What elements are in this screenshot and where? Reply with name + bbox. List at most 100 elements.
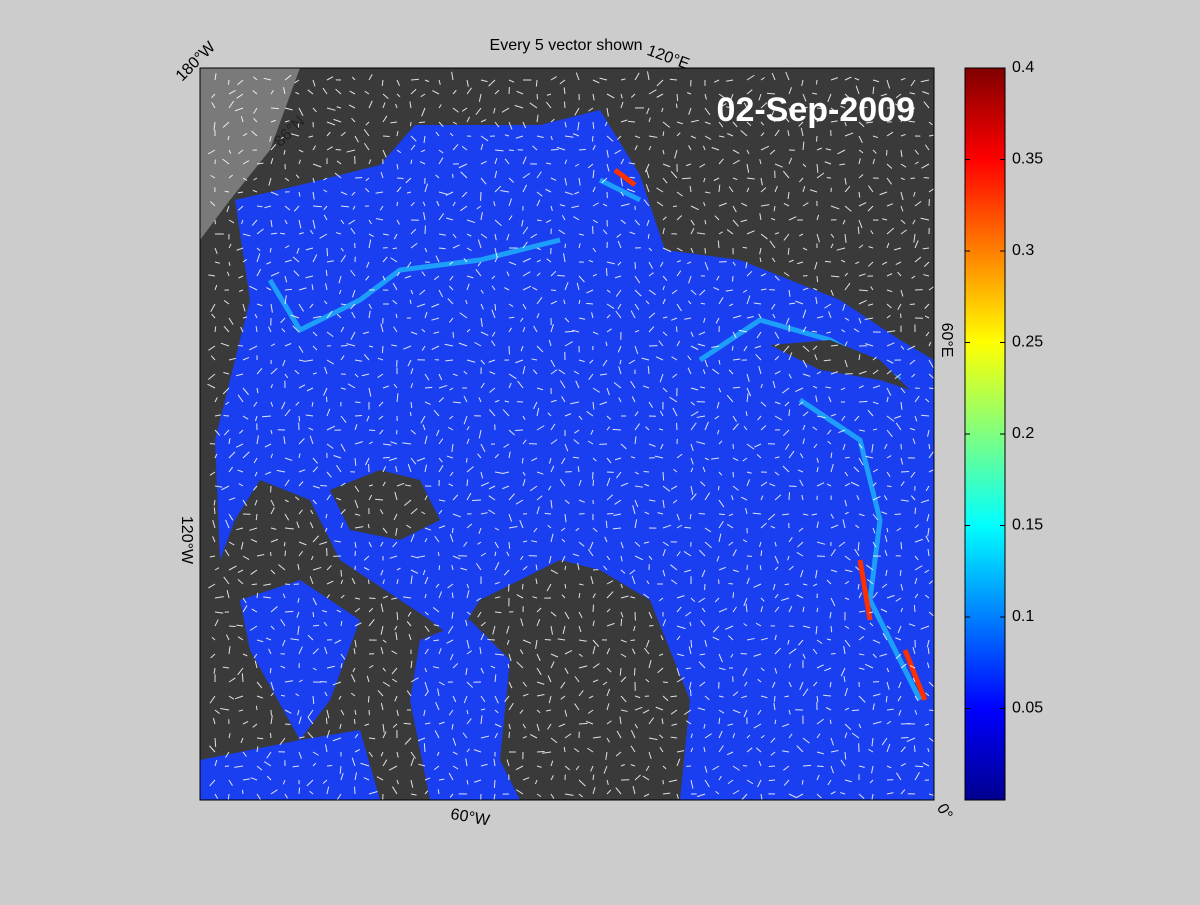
drift-vector	[393, 248, 397, 249]
colorbar-tick-label: 0.25	[1012, 334, 1043, 351]
drift-vector	[383, 457, 390, 458]
drift-vector	[887, 486, 892, 487]
drift-vector	[606, 268, 607, 276]
drift-vector	[677, 94, 678, 101]
drift-vector	[545, 513, 551, 514]
longitude-label: 0°	[933, 801, 955, 823]
drift-vector	[901, 471, 909, 472]
drift-vector	[495, 612, 501, 613]
drift-vector	[438, 552, 439, 556]
drift-vector	[684, 527, 691, 528]
drift-vector	[410, 122, 411, 126]
longitude-label: 60°E	[938, 323, 955, 358]
drift-vector	[369, 598, 376, 599]
drift-vector	[285, 289, 292, 290]
drift-vector	[537, 94, 538, 99]
drift-vector	[802, 780, 803, 785]
drift-vector	[743, 247, 747, 248]
drift-vector	[522, 584, 523, 589]
drift-vector	[825, 261, 831, 262]
drift-vector	[911, 178, 915, 179]
drift-vector	[628, 121, 635, 122]
drift-vector	[670, 79, 677, 80]
drift-vector	[691, 640, 692, 648]
map-area	[200, 68, 938, 802]
drift-vector	[663, 472, 664, 480]
drift-vector	[404, 723, 411, 724]
drift-vector	[256, 706, 257, 710]
drift-vector	[536, 80, 537, 87]
drift-vector	[228, 80, 229, 85]
drift-vector	[341, 304, 346, 305]
drift-vector	[774, 696, 775, 702]
drift-vector	[320, 485, 327, 486]
drift-vector	[425, 387, 432, 388]
drift-vector	[355, 402, 360, 403]
drift-vector	[901, 737, 908, 738]
drift-vector	[225, 191, 229, 192]
drift-vector	[830, 720, 831, 724]
drift-vector	[579, 723, 588, 724]
drift-vector	[741, 653, 747, 654]
drift-vector	[914, 745, 915, 752]
drift-vector	[228, 794, 229, 800]
date-label: 02-Sep-2009	[717, 91, 915, 129]
drift-vector	[368, 524, 369, 528]
drift-vector	[852, 710, 859, 711]
drift-vector	[270, 733, 271, 738]
drift-vector	[817, 276, 818, 282]
drift-vector	[494, 780, 495, 788]
drift-vector	[676, 104, 677, 108]
drift-vector	[634, 668, 635, 676]
colorbar	[965, 68, 1005, 800]
drift-vector	[214, 508, 215, 514]
drift-vector	[313, 206, 322, 207]
drift-vector	[257, 593, 258, 598]
drift-vector	[242, 790, 243, 794]
drift-vector	[299, 416, 300, 421]
drift-vector	[215, 738, 216, 747]
drift-vector	[901, 542, 902, 549]
drift-vector	[270, 668, 271, 673]
drift-vector	[676, 327, 677, 332]
drift-vector	[472, 500, 481, 501]
drift-vector	[452, 528, 453, 533]
drift-vector	[551, 290, 556, 291]
drift-vector	[509, 542, 510, 549]
drift-vector	[397, 178, 403, 179]
drift-vector	[769, 780, 775, 781]
drift-vector	[915, 766, 923, 767]
drift-vector	[285, 724, 291, 725]
drift-vector	[551, 149, 558, 150]
drift-vector	[327, 248, 328, 256]
colorbar-tick-label: 0.15	[1012, 517, 1043, 534]
drift-vector	[593, 605, 594, 612]
drift-vector	[769, 766, 775, 767]
drift-vector	[859, 401, 867, 402]
drift-vector	[816, 80, 817, 84]
drift-vector	[382, 346, 383, 353]
drift-vector	[557, 275, 565, 276]
colorbar-tick-label: 0.05	[1012, 700, 1043, 717]
drift-vector	[419, 122, 425, 123]
drift-vector	[785, 584, 789, 585]
drift-vector	[522, 458, 523, 463]
drift-vector	[732, 276, 733, 282]
drift-vector	[929, 444, 930, 449]
drift-vector	[915, 508, 916, 514]
drift-vector	[341, 570, 342, 577]
drift-vector	[299, 788, 300, 794]
drift-vector	[845, 752, 846, 759]
drift-vector	[336, 149, 341, 150]
drift-vector	[817, 766, 824, 767]
drift-vector	[612, 429, 621, 430]
drift-vector	[326, 718, 327, 724]
drift-vector	[439, 565, 440, 570]
drift-vector	[579, 149, 586, 150]
drift-vector	[284, 542, 285, 546]
drift-vector	[733, 592, 734, 598]
drift-vector	[271, 108, 279, 109]
drift-vector	[355, 415, 362, 416]
drift-vector	[467, 479, 468, 486]
colorbar-tick-label: 0.3	[1012, 242, 1034, 259]
